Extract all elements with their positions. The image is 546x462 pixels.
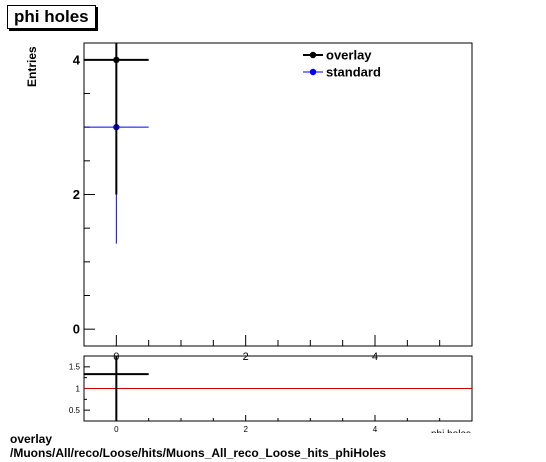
ratio-y-tick-label: 1 <box>76 384 81 393</box>
standard-legend-label: standard <box>326 65 381 80</box>
main-frame-border <box>83 42 473 347</box>
ratio-x-tick-label: 0 <box>114 425 119 434</box>
ratio-x-tick-label: 2 <box>243 425 248 434</box>
main-x-tick-label: 2 <box>243 351 249 363</box>
overlay-legend-marker <box>309 51 317 59</box>
overlay-legend-label: overlay <box>326 48 372 63</box>
main-y-tick-label: 4 <box>73 52 81 67</box>
legend: overlay standard <box>303 48 381 80</box>
ratio-plot-frame: 0 2 4 0.5 1 1.5 <box>69 355 473 434</box>
histogram-title: phi holes <box>7 5 96 29</box>
ratio-y-tick-label: 0.5 <box>69 406 81 415</box>
standard-legend-marker <box>309 68 317 76</box>
overlay-point <box>113 56 120 64</box>
main-y-tick-label: 0 <box>73 322 80 337</box>
footer-path: /Muons/All/reco/Loose/hits/Muons_All_rec… <box>10 446 387 460</box>
ratio-x-tick-label: 4 <box>373 425 378 434</box>
ratio-y-tick-label: 1.5 <box>69 363 81 372</box>
footer-line-1: overlay <box>10 432 53 446</box>
y-axis-label: Entries <box>25 46 39 87</box>
main-y-tick-label: 2 <box>73 187 80 202</box>
main-x-tick-label: 4 <box>372 351 378 363</box>
